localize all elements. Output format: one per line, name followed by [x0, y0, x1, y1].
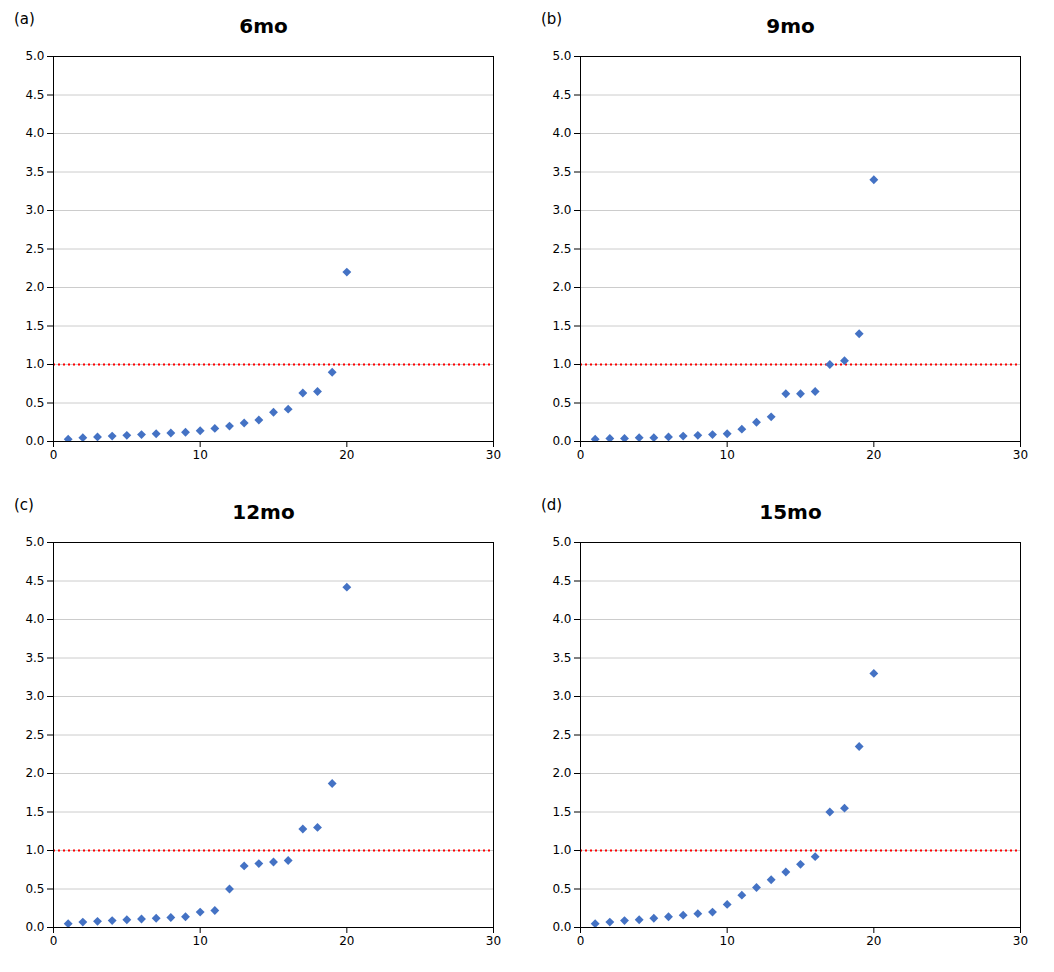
svg-text:3.5: 3.5	[25, 651, 44, 665]
svg-text:20: 20	[866, 448, 881, 462]
svg-text:4.0: 4.0	[552, 126, 571, 140]
svg-text:3.0: 3.0	[25, 689, 44, 703]
svg-text:10: 10	[720, 934, 735, 948]
svg-text:4.5: 4.5	[552, 88, 571, 102]
html-text:6mo: 6mo	[239, 14, 288, 38]
svg-text:3.5: 3.5	[552, 165, 571, 179]
svg-text:30: 30	[486, 448, 501, 462]
svg-text:2.0: 2.0	[25, 766, 44, 780]
svg-text:2.5: 2.5	[552, 242, 571, 256]
svg-text:2.5: 2.5	[552, 728, 571, 742]
svg-text:5.0: 5.0	[552, 535, 571, 549]
svg-text:3.0: 3.0	[552, 689, 571, 703]
svg-text:4.5: 4.5	[552, 574, 571, 588]
svg-text:30: 30	[1013, 448, 1028, 462]
svg-text:4.0: 4.0	[25, 126, 44, 140]
svg-text:0.0: 0.0	[25, 434, 44, 448]
html-text:12mo: 12mo	[232, 500, 295, 524]
svg-text:2.5: 2.5	[25, 242, 44, 256]
svg-text:10: 10	[720, 448, 735, 462]
svg-text:0.0: 0.0	[552, 434, 571, 448]
svg-text:2.0: 2.0	[552, 280, 571, 294]
svg-text:20: 20	[866, 934, 881, 948]
svg-text:1.5: 1.5	[552, 319, 571, 333]
html-text:(a): (a)	[14, 10, 35, 28]
svg-text:5.0: 5.0	[25, 535, 44, 549]
svg-text:4.0: 4.0	[25, 612, 44, 626]
svg-text:5.0: 5.0	[552, 49, 571, 63]
svg-text:1.0: 1.0	[552, 843, 571, 857]
svg-text:30: 30	[486, 934, 501, 948]
svg-text:1.0: 1.0	[552, 357, 571, 371]
svg-text:2.5: 2.5	[25, 728, 44, 742]
svg-text:4.0: 4.0	[552, 612, 571, 626]
svg-text:0: 0	[577, 934, 585, 948]
svg-text:0.5: 0.5	[25, 396, 44, 410]
svg-text:0.0: 0.0	[552, 920, 571, 934]
svg-text:1.5: 1.5	[25, 319, 44, 333]
svg-text:20: 20	[339, 448, 354, 462]
svg-text:4.5: 4.5	[25, 88, 44, 102]
svg-text:0.0: 0.0	[25, 920, 44, 934]
svg-text:4.5: 4.5	[25, 574, 44, 588]
svg-text:3.5: 3.5	[552, 651, 571, 665]
svg-text:1.5: 1.5	[552, 805, 571, 819]
html-text:15mo: 15mo	[759, 500, 822, 524]
svg-text:2.0: 2.0	[552, 766, 571, 780]
svg-text:0.5: 0.5	[25, 882, 44, 896]
svg-text:20: 20	[339, 934, 354, 948]
svg-text:2.0: 2.0	[25, 280, 44, 294]
svg-text:0.5: 0.5	[552, 882, 571, 896]
svg-text:0.5: 0.5	[552, 396, 571, 410]
html-text:(c): (c)	[14, 496, 34, 514]
svg-text:0: 0	[50, 448, 58, 462]
svg-text:3.0: 3.0	[25, 203, 44, 217]
svg-text:10: 10	[193, 448, 208, 462]
svg-text:1.0: 1.0	[25, 843, 44, 857]
html-text:(d): (d)	[541, 496, 563, 514]
svg-text:30: 30	[1013, 934, 1028, 948]
svg-text:3.5: 3.5	[25, 165, 44, 179]
svg-text:5.0: 5.0	[25, 49, 44, 63]
svg-text:0: 0	[577, 448, 585, 462]
svg-text:1.5: 1.5	[25, 805, 44, 819]
html-text:9mo: 9mo	[766, 14, 815, 38]
svg-text:10: 10	[193, 934, 208, 948]
svg-text:3.0: 3.0	[552, 203, 571, 217]
svg-text:0: 0	[50, 934, 58, 948]
svg-text:1.0: 1.0	[25, 357, 44, 371]
html-text:(b): (b)	[541, 10, 563, 28]
